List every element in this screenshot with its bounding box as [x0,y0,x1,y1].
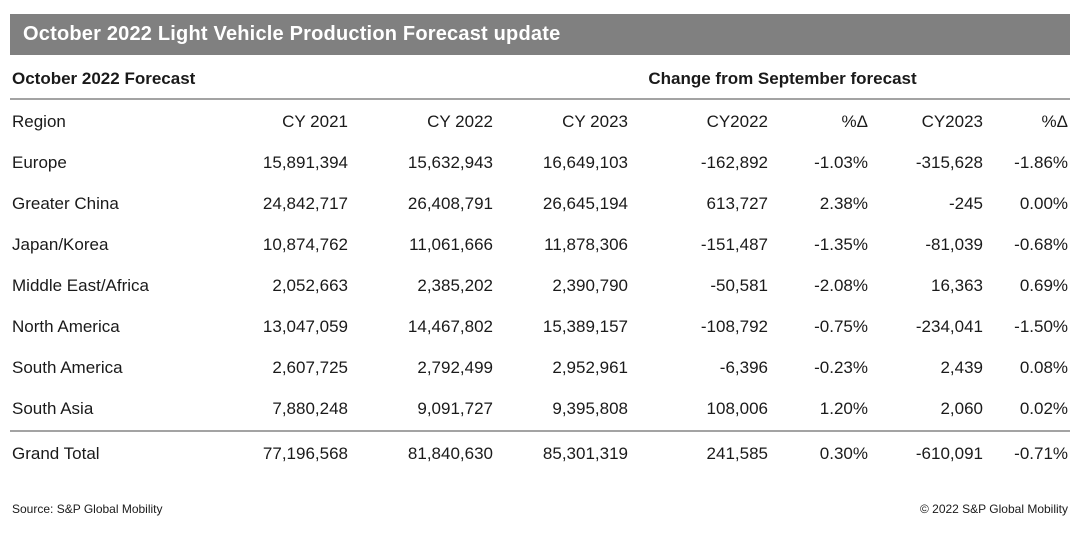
forecast-table: October 2022 Forecast Change from Septem… [10,55,1071,476]
value-cell: 0.69% [1019,276,1069,295]
region-cell: South America [12,358,123,377]
grand-total-label: Grand Total [10,430,225,476]
value-cell: 2,052,663 [272,276,348,295]
value-cell: -0.68% [1014,235,1069,254]
value-cell: 16,363 [931,276,983,295]
column-header-change-cy2023: CY2023 [921,112,983,131]
value-cell: 0.02% [1019,399,1069,418]
title-banner: October 2022 Light Vehicle Production Fo… [10,14,1070,55]
table-row: South America 2,607,725 2,792,499 2,952,961… [10,348,1070,389]
value-cell: -2.08% [814,276,868,295]
source-attribution: Source: S&P Global Mobility [12,502,163,516]
value-cell: -50,581 [710,276,768,295]
column-header-pct-delta-2023: %Δ [1041,112,1069,131]
value-cell: -6,396 [719,358,768,377]
value-cell: 26,408,791 [407,194,493,213]
page: October 2022 Light Vehicle Production Fo… [10,14,1071,516]
grand-total-cy2023: 85,301,319 [495,430,630,476]
value-cell: 15,891,394 [262,153,348,172]
copyright-notice: © 2022 S&P Global Mobility [919,502,1068,516]
value-cell: 0.00% [1019,194,1069,213]
value-cell: -0.23% [814,358,868,377]
column-header-pct-delta-2022: %Δ [841,112,868,131]
value-cell: 2,792,499 [417,358,493,377]
value-cell: -245 [948,194,983,213]
grand-total-change-cy2023: -610,091 [870,430,985,476]
grand-total-change-cy2022: 241,585 [630,430,770,476]
grand-total-cy2022: 81,840,630 [350,430,495,476]
column-header-region: Region [12,112,66,131]
value-cell: 2,385,202 [417,276,493,295]
value-cell: -108,792 [700,317,768,336]
region-cell: Europe [12,153,67,172]
column-header-cy2021: CY 2021 [282,112,348,131]
value-cell: 2,390,790 [552,276,628,295]
value-cell: 24,842,717 [262,194,348,213]
grand-total-cy2021: 77,196,568 [225,430,350,476]
value-cell: 14,467,802 [407,317,493,336]
value-cell: 26,645,194 [542,194,628,213]
table-row: North America 13,047,059 14,467,802 15,389,… [10,307,1070,348]
region-cell: Japan/Korea [12,235,109,254]
value-cell: -1.03% [814,153,868,172]
value-cell: 11,061,666 [409,235,493,254]
grand-total-row: Grand Total 77,196,568 81,840,630 85,301… [10,430,1071,476]
grand-total-pct-delta-2023: -0.71% [985,430,1071,476]
group-header-row: October 2022 Forecast Change from Septem… [10,55,1071,100]
value-cell: 15,389,157 [542,317,628,336]
value-cell: 2,952,961 [552,358,628,377]
column-header-row: Region CY 2021 CY 2022 CY 2023 CY2022 %Δ… [10,99,1070,143]
group-header-right: Change from September forecast [495,55,1071,100]
value-cell: 1.20% [819,399,868,418]
value-cell: 15,632,943 [407,153,493,172]
value-cell: 2,060 [940,399,983,418]
value-cell: -1.35% [814,235,868,254]
value-cell: 2,439 [940,358,983,377]
region-cell: Middle East/Africa [12,276,149,295]
value-cell: 10,874,762 [262,235,348,254]
value-cell: 108,006 [706,399,768,418]
table-row: Europe 15,891,394 15,632,943 16,649,103 -162… [10,143,1070,184]
column-header-cy2022: CY 2022 [427,112,493,131]
table-row: South Asia 7,880,248 9,091,727 9,395,808 108… [10,389,1070,431]
value-cell: 613,727 [706,194,768,213]
value-cell: -1.50% [1014,317,1069,336]
column-header-change-cy2022: CY2022 [706,112,768,131]
value-cell: -151,487 [700,235,768,254]
value-cell: 13,047,059 [262,317,348,336]
value-cell: -81,039 [925,235,983,254]
region-cell: Greater China [12,194,119,213]
value-cell: 0.08% [1019,358,1069,377]
value-cell: 2,607,725 [272,358,348,377]
grand-total-pct-delta-2022: 0.30% [770,430,870,476]
value-cell: -1.86% [1014,153,1069,172]
value-cell: 9,395,808 [552,399,628,418]
value-cell: -315,628 [915,153,983,172]
value-cell: 7,880,248 [272,399,348,418]
value-cell: -234,041 [915,317,983,336]
value-cell: 2.38% [819,194,868,213]
value-cell: -0.75% [814,317,868,336]
table-row: Greater China 24,842,717 26,408,791 26,645,… [10,184,1070,225]
region-cell: South Asia [12,399,94,418]
table-row: Middle East/Africa 2,052,663 2,385,202 2,39… [10,266,1070,307]
value-cell: -162,892 [700,153,768,172]
table-body: Europe 15,891,394 15,632,943 16,649,103 -162… [10,143,1070,431]
table-row: Japan/Korea 10,874,762 11,061,666 11,878,30… [10,225,1070,266]
value-cell: 11,878,306 [544,235,628,254]
footer: Source: S&P Global Mobility © 2022 S&P G… [10,502,1070,516]
group-header-left: October 2022 Forecast [10,55,495,100]
value-cell: 9,091,727 [417,399,493,418]
value-cell: 16,649,103 [542,153,628,172]
region-cell: North America [12,317,120,336]
column-header-cy2023: CY 2023 [562,112,628,131]
